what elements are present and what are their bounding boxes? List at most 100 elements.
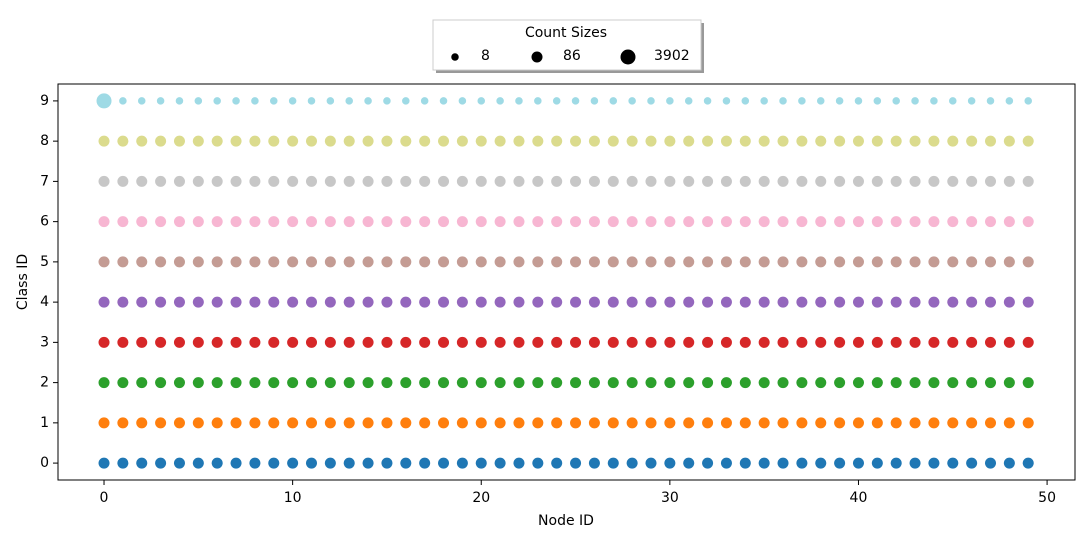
y-tick-label: 0 [40,455,49,471]
point [419,296,431,308]
point [175,97,184,105]
point [909,296,921,308]
point [268,417,280,429]
point [570,417,582,429]
point [777,457,789,469]
point [362,175,374,187]
point [117,175,129,187]
point [834,175,846,187]
point [475,216,487,228]
x-tick-label: 30 [661,490,679,506]
point [438,377,450,389]
point [287,336,299,348]
point [588,417,600,429]
point [343,457,355,469]
legend-box [432,19,702,71]
point [98,175,110,187]
point [911,97,919,105]
point [702,336,714,348]
point [494,256,506,268]
point [683,175,695,187]
point [419,377,431,389]
point [98,417,110,429]
point [890,296,902,308]
point [890,216,902,228]
point [871,377,883,389]
plot-frame [57,83,1076,481]
point [683,336,695,348]
point [1005,97,1014,105]
point [268,377,280,389]
point [400,135,412,147]
point [305,135,318,147]
point [664,135,676,147]
point [287,417,299,429]
point [117,457,129,469]
point [324,135,336,147]
point [777,377,789,389]
point [702,377,714,389]
point [834,377,846,389]
point [230,457,242,469]
point [796,256,808,268]
point [871,336,883,348]
point [758,377,770,389]
point [966,256,978,268]
point [551,457,563,469]
y-tick-label: 4 [40,294,49,310]
point [438,256,450,268]
point [551,175,563,187]
point [852,216,864,228]
point [739,417,751,429]
point [741,97,750,105]
point [607,336,619,348]
point [192,296,204,308]
point [136,135,148,147]
point [551,377,563,389]
point [928,256,940,268]
point [871,216,883,228]
point [758,336,770,348]
point [136,417,148,429]
point [796,175,808,187]
point [815,135,827,147]
point [758,417,770,429]
point [966,336,978,348]
point [666,97,674,105]
point [854,97,863,105]
point [532,175,544,187]
point [475,457,487,469]
point [984,457,997,469]
point [739,336,751,348]
point [456,175,468,187]
point [494,216,506,228]
point [249,216,261,228]
point [287,377,299,389]
point [664,296,676,308]
point [607,175,619,187]
point [720,135,732,147]
point [211,256,223,268]
point [909,175,921,187]
point [890,175,902,187]
point [796,135,808,147]
point [664,377,676,389]
point [947,417,959,429]
point [439,97,448,105]
x-tick-label: 0 [100,490,109,506]
point [720,336,732,348]
y-tick-label: 2 [40,375,49,391]
point [758,296,770,308]
point [607,377,619,389]
point [702,175,714,187]
point [456,377,468,389]
point [873,97,882,105]
point [513,377,525,389]
point [268,457,280,469]
point [683,377,695,389]
point [362,336,374,348]
point [949,97,957,105]
point [155,457,167,469]
point [230,417,242,429]
point [362,216,374,228]
